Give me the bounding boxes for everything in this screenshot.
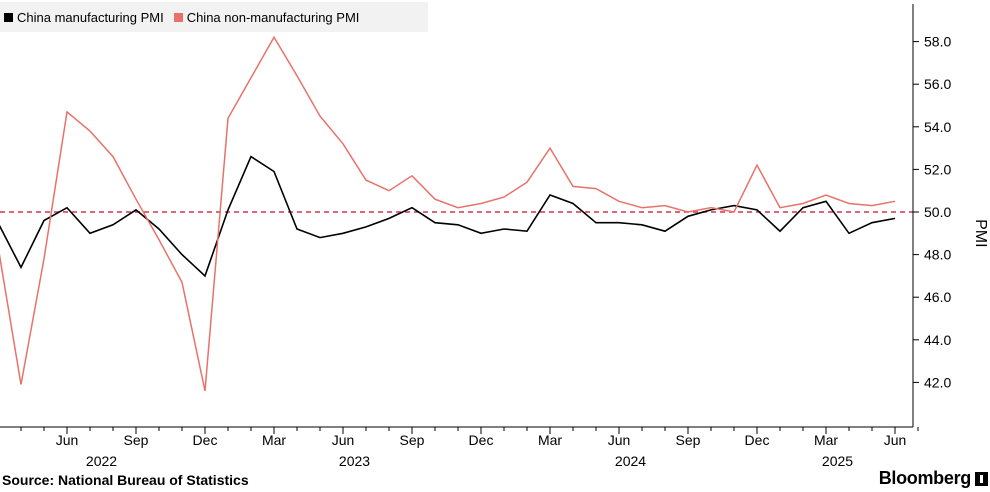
x-tick-label: Jun xyxy=(56,432,79,448)
x-tick-label: Sep xyxy=(400,432,425,448)
legend-item-non-manufacturing: China non-manufacturing PMI xyxy=(173,9,360,25)
x-year-label: 2024 xyxy=(615,453,646,469)
x-year-label: 2022 xyxy=(86,453,117,469)
x-tick-label: Jun xyxy=(884,432,907,448)
y-tick-label: 54.0 xyxy=(924,119,951,135)
bloomberg-logo: Bloomberg xyxy=(879,468,988,489)
brand-wordmark: Bloomberg xyxy=(878,468,972,488)
legend-label-non-manufacturing: China non-manufacturing PMI xyxy=(186,9,360,25)
x-year-label: 2025 xyxy=(822,453,853,469)
x-tick-label: Sep xyxy=(676,432,701,448)
y-tick-label: 42.0 xyxy=(924,374,951,390)
y-tick-label: 48.0 xyxy=(924,247,951,263)
x-tick-label: Dec xyxy=(469,432,494,448)
legend-item-manufacturing: China manufacturing PMI xyxy=(4,10,164,25)
x-tick-label: Mar xyxy=(814,432,838,448)
x-tick-label: Dec xyxy=(745,432,770,448)
y-tick-label: 56.0 xyxy=(924,76,951,92)
y-tick-label: 44.0 xyxy=(924,332,951,348)
series-line-manufacturing xyxy=(0,155,896,278)
chart-legend: China manufacturing PMI China non-manufa… xyxy=(0,2,428,32)
y-axis-title: PMI xyxy=(972,219,989,247)
x-tick-label: Sep xyxy=(124,432,149,448)
series-layer xyxy=(0,35,896,392)
axes: 42.0 44.0 46.0 48.0 50.0 52.0 54.0 56.0 58.0 PMI J… xyxy=(0,4,989,469)
source-note: Source: National Bureau of Statistics xyxy=(2,472,249,488)
legend-label-manufacturing: China manufacturing PMI xyxy=(17,9,164,25)
x-tick-label: Mar xyxy=(538,432,562,448)
x-tick-label: Jun xyxy=(332,432,355,448)
x-tick-label: Jun xyxy=(608,432,631,448)
x-tick-label: Mar xyxy=(262,432,286,448)
y-tick-label: 58.0 xyxy=(924,34,951,50)
brand-mark-icon xyxy=(975,471,988,486)
y-tick-label: 46.0 xyxy=(924,289,951,305)
y-tick-label: 52.0 xyxy=(924,161,951,177)
legend-swatch-manufacturing xyxy=(4,12,13,22)
x-tick-label: Dec xyxy=(193,432,218,448)
legend-swatch-non-manufacturing xyxy=(173,12,183,22)
y-tick-label: 50.0 xyxy=(924,204,951,220)
series-line-non-manufacturing xyxy=(0,35,896,392)
x-year-label: 2023 xyxy=(339,453,370,469)
